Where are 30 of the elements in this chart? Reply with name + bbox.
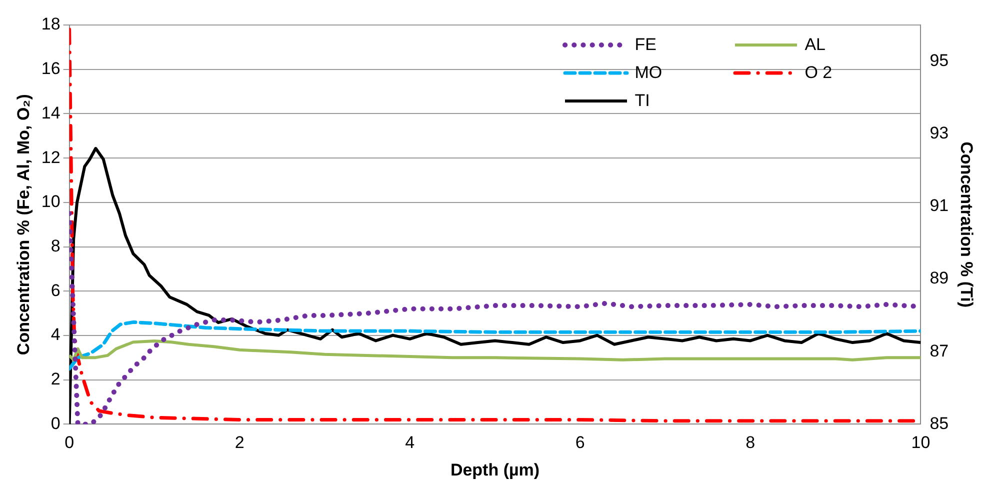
y2-tick-label: 91	[930, 196, 949, 216]
x-tick-label: 0	[64, 433, 74, 452]
x-tick-label: 8	[746, 433, 756, 452]
y-tick-label: 10	[41, 192, 60, 212]
legend-label: TI	[634, 91, 650, 111]
y-tick-label: 6	[50, 280, 60, 300]
y-tick-label: 2	[50, 370, 60, 389]
y-tick-label: 18	[41, 14, 60, 34]
y-tick-label: 16	[41, 59, 60, 78]
x-tick-label: 10	[911, 433, 930, 452]
y2-tick-label: 89	[930, 268, 949, 288]
x-tick-label: 6	[575, 433, 585, 452]
legend-label: FE	[634, 35, 656, 55]
y-tick-label: 4	[50, 325, 60, 344]
x-tick-label: 4	[405, 433, 415, 452]
y-axis-title: Concentration % (Fe, Al, Mo, O₂)	[14, 94, 33, 356]
y2-tick-label: 85	[930, 414, 949, 433]
y2-tick-label: 95	[930, 50, 949, 70]
legend-label: AL	[804, 35, 826, 55]
x-tick-label: 2	[234, 433, 244, 452]
legend-label: O 2	[804, 63, 832, 83]
legend-label: MO	[634, 63, 662, 83]
y2-tick-label: 87	[930, 341, 949, 360]
y2-axis-title: Concentration % (Ti)	[957, 142, 976, 308]
y-tick-label: 12	[41, 148, 60, 167]
y-tick-label: 0	[50, 414, 60, 433]
y-tick-label: 8	[50, 236, 60, 256]
y-tick-label: 14	[41, 103, 60, 122]
x-axis-title: Depth (µm)	[450, 460, 540, 480]
y2-tick-label: 93	[930, 124, 949, 143]
